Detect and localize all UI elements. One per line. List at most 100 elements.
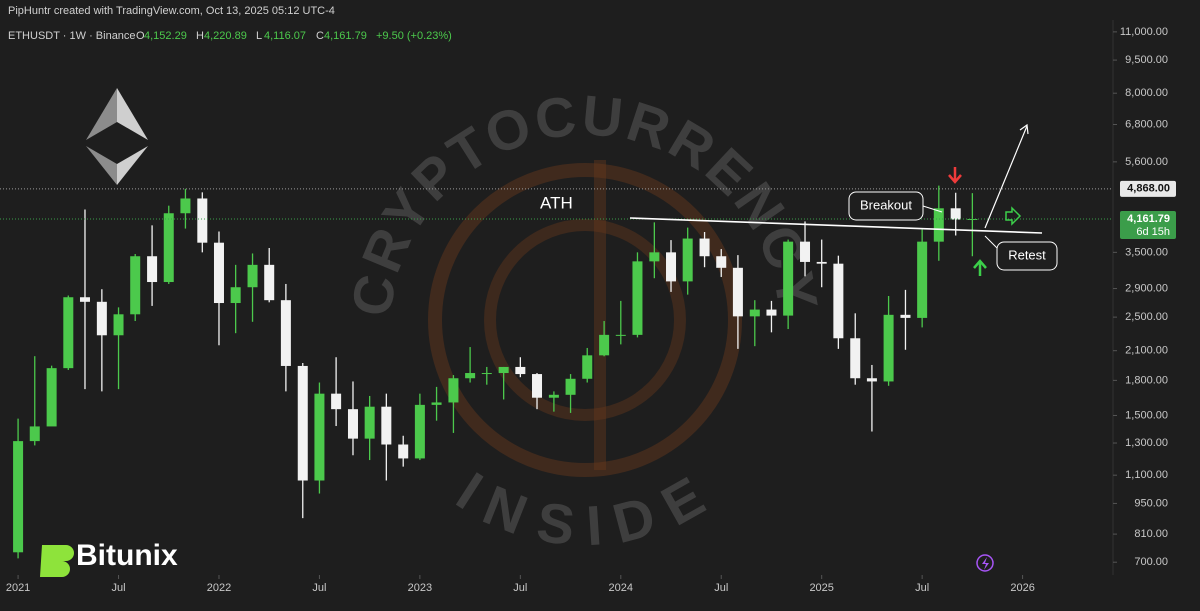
candle-body [147, 256, 158, 283]
candle-body [280, 300, 291, 366]
breakout-label: Breakout [860, 197, 912, 212]
y-tick-label: 5,600.00 [1125, 156, 1168, 168]
y-tick-label: 11,000.00 [1120, 26, 1168, 38]
candle-body [950, 208, 961, 220]
candle-body [599, 334, 610, 356]
candle-body [783, 241, 794, 316]
y-tick-label: 6,800.00 [1125, 118, 1168, 130]
candle-body [917, 241, 928, 318]
candle-body [13, 441, 24, 553]
candle-body [632, 261, 643, 335]
candle-body [197, 198, 208, 243]
ohlc-value: 4,220.89 [204, 30, 247, 42]
candle-body [766, 309, 777, 316]
candle-body [816, 261, 827, 264]
candle-body [213, 242, 224, 304]
candle-body [699, 238, 710, 257]
ohlc-key: L [256, 30, 262, 42]
candle-body [364, 406, 375, 439]
candle-body [883, 314, 894, 382]
candle-body [749, 309, 760, 317]
candle-body [29, 426, 40, 442]
candle-body [297, 365, 308, 481]
candle-body [498, 366, 509, 374]
x-tick-label: Jul [513, 582, 527, 594]
candle-body [716, 256, 727, 268]
candle-body [515, 366, 526, 375]
candle-body [682, 238, 693, 282]
candle-body [398, 444, 409, 459]
candle-body [866, 378, 877, 382]
y-tick-label: 1,300.00 [1125, 437, 1168, 449]
candle-body [113, 314, 124, 336]
candle-body [532, 374, 543, 398]
header: PipHuntr created with TradingView.com, O… [8, 5, 335, 17]
candle-body [850, 338, 861, 379]
candle-body [180, 198, 191, 214]
y-tick-label: 2,900.00 [1125, 282, 1168, 294]
candle-body [163, 213, 174, 283]
candle-body [615, 334, 626, 336]
projection-arrow [984, 123, 1029, 229]
candle-body [800, 241, 811, 262]
y-tick-label: 3,500.00 [1125, 246, 1168, 258]
x-tick-label: 2026 [1010, 582, 1034, 594]
candle-body [331, 393, 342, 410]
candle-body [732, 267, 743, 317]
plot: 700.00 810.00 950.00 1,100.00 1,300.00 1,500.… [0, 26, 1176, 594]
eth-logo [86, 88, 148, 185]
candle-body [448, 378, 459, 403]
candle-body [414, 404, 425, 459]
price-label-box [1120, 180, 1176, 197]
y-tick-label: 1,800.00 [1125, 374, 1168, 386]
ohlc-value: 4,116.07 [264, 30, 306, 42]
x-tick-label: 2022 [207, 582, 231, 594]
x-tick-label: Jul [714, 582, 728, 594]
alert-icon [1005, 206, 1022, 226]
candle-body [264, 264, 275, 301]
event-icon [976, 554, 994, 572]
ohlc-value: 4,161.79 [324, 30, 367, 42]
y-tick-label: 700.00 [1134, 556, 1168, 568]
retest-box [996, 241, 1058, 271]
candle-body [548, 394, 559, 398]
candle-body [649, 252, 660, 262]
ohlc-key: O [136, 30, 145, 42]
x-tick-label: Jul [312, 582, 326, 594]
legend: ETHUSDT · 1W · Binance O 4,152.29 H 4,220.89… [8, 30, 452, 42]
retest-pointer [984, 235, 998, 249]
candle-body [96, 301, 107, 336]
price-label-box [1120, 211, 1176, 240]
candle-body [431, 402, 442, 405]
price-label: 4,161.79 [1127, 213, 1170, 225]
breakout-pointer [922, 205, 943, 213]
candle-body [833, 263, 844, 339]
x-tick-label: 2023 [408, 582, 432, 594]
y-tick-label: 950.00 [1134, 497, 1168, 509]
x-tick-label: Jul [112, 582, 126, 594]
retest-label: Retest [1008, 247, 1046, 262]
x-tick-label: 2025 [809, 582, 833, 594]
y-tick-label: 9,500.00 [1125, 54, 1168, 66]
arrow-down [948, 167, 962, 184]
candle-body [381, 406, 392, 445]
candle-body [79, 297, 90, 302]
ath-label: ATH [540, 193, 573, 212]
candle-body [63, 297, 74, 369]
y-tick-label: 2,500.00 [1125, 311, 1168, 323]
ohlc-key: H [196, 30, 204, 42]
y-tick-label: 8,000.00 [1125, 87, 1168, 99]
candle-body [465, 373, 476, 379]
y-tick-label: 2,100.00 [1125, 345, 1168, 357]
price-label: 4,868.00 [1127, 183, 1170, 195]
candle-body [565, 378, 576, 395]
trendline [629, 217, 1043, 234]
candle-body [933, 208, 944, 242]
x-tick-label: Jul [915, 582, 929, 594]
brand: Bitunix [40, 539, 178, 577]
y-tick-label: 1,500.00 [1125, 409, 1168, 421]
ohlc-key: C [316, 30, 324, 42]
x-tick-label: 2024 [609, 582, 633, 594]
legend-symbol: ETHUSDT · 1W · Binance [8, 30, 136, 42]
